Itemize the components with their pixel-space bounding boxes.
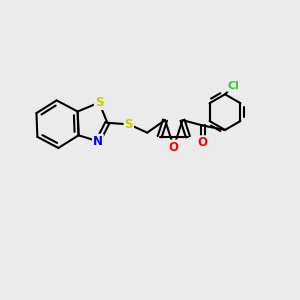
Text: Cl: Cl [227,81,239,91]
Text: O: O [198,136,208,149]
Text: N: N [93,135,103,148]
Text: S: S [124,118,133,131]
Text: S: S [95,96,103,109]
Text: O: O [169,140,179,154]
